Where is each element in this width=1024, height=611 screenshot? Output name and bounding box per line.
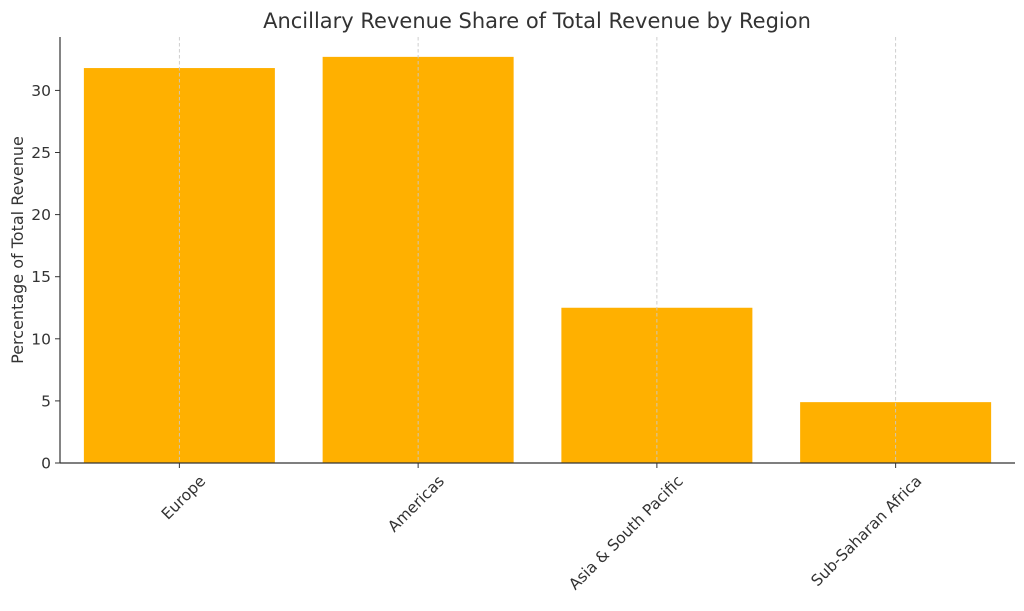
y-tick-label: 15 (31, 268, 51, 286)
y-tick-label: 0 (41, 455, 51, 473)
y-axis-label: Percentage of Total Revenue (8, 136, 27, 364)
y-tick-label: 10 (31, 330, 51, 348)
x-ticks: Europe Americas Asia & South Pacific Sub-Sa… (158, 463, 926, 593)
y-tick-label: 30 (31, 82, 51, 100)
x-tick-label: Asia & South Pacific (565, 472, 686, 593)
grid-lines (178, 37, 897, 463)
chart-title: Ancillary Revenue Share of Total Revenue… (263, 9, 811, 33)
y-tick-label: 5 (41, 392, 51, 410)
y-tick-label: 20 (31, 206, 51, 224)
axes (59, 37, 1015, 464)
bars (83, 56, 992, 464)
x-tick-label: Americas (384, 472, 448, 536)
y-ticks: 0 5 10 15 20 25 30 (31, 82, 60, 473)
x-tick-label: Europe (158, 472, 209, 523)
x-tick-label: Sub-Saharan Africa (808, 472, 926, 590)
y-tick-label: 25 (31, 144, 51, 162)
